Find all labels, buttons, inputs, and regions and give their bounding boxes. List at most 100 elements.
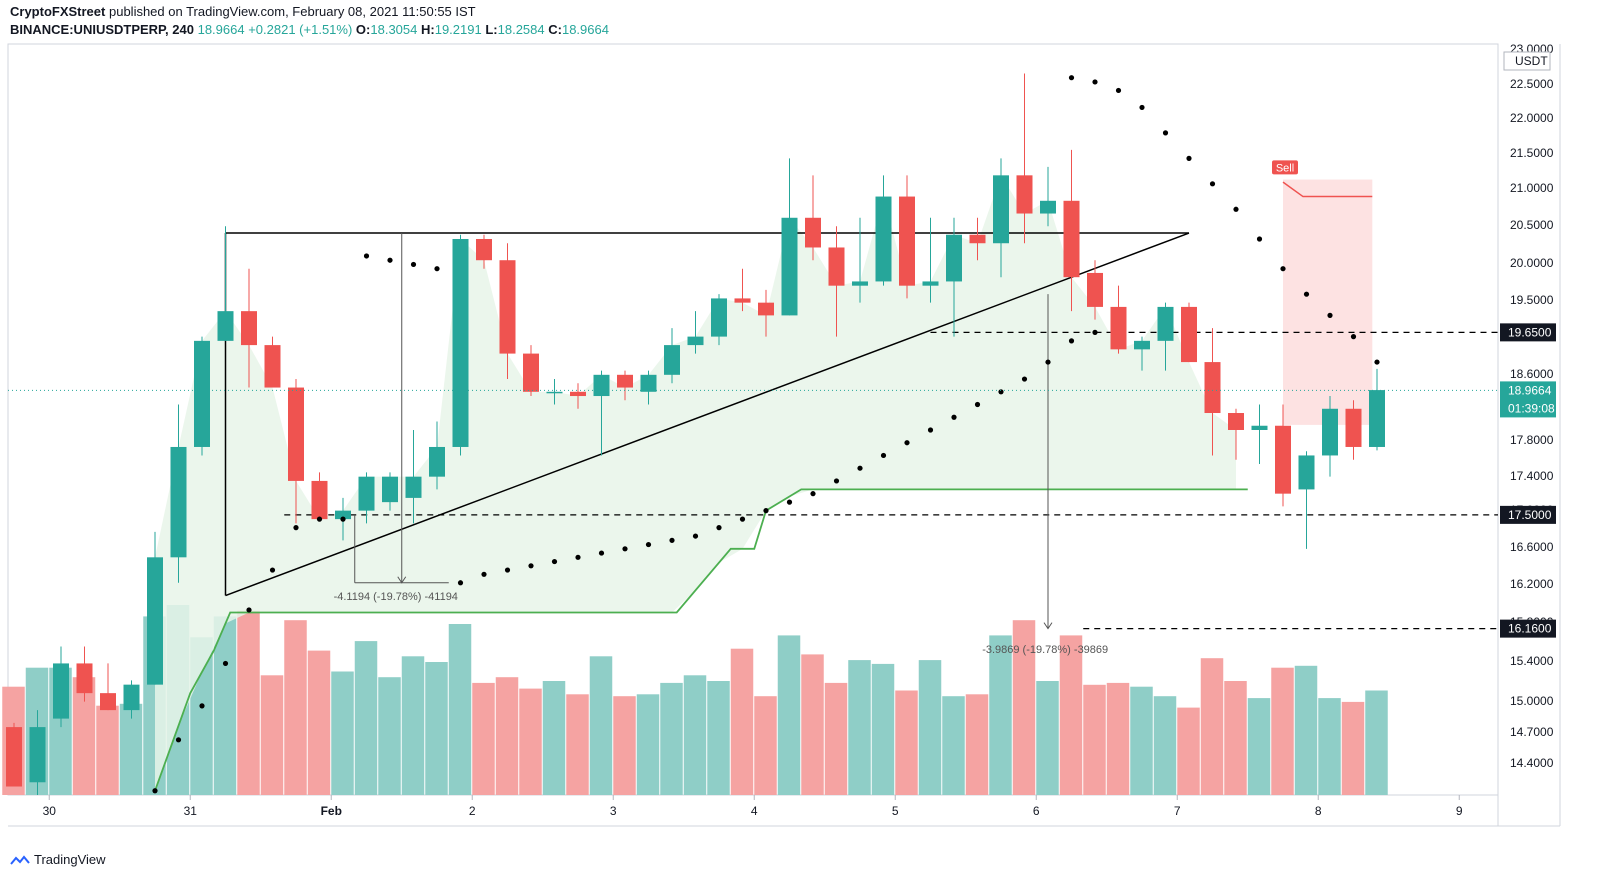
last-price: 18.9664	[197, 22, 245, 37]
publish-text: published on TradingView.com, February 0…	[108, 4, 476, 19]
time-label: 4	[751, 804, 758, 818]
tradingview-brand[interactable]: TradingView	[34, 852, 106, 867]
uptrend-fill	[155, 175, 1236, 791]
price-tick: 18.6000	[1510, 367, 1554, 381]
price-tick: 17.4000	[1510, 469, 1554, 483]
triangle-hypotenuse	[225, 232, 1190, 597]
psar-dot	[598, 550, 605, 556]
volume-bar	[495, 677, 519, 795]
volume-bar	[542, 681, 566, 795]
candles	[6, 73, 1385, 795]
volume-bar	[660, 682, 683, 795]
psar-dot	[1068, 75, 1075, 81]
psar-dot	[1186, 155, 1192, 161]
time-label: 5	[892, 804, 899, 818]
volume-bar	[1294, 665, 1318, 795]
time-label: 3	[610, 804, 617, 818]
volume-bar	[401, 656, 425, 795]
candle-body	[1087, 272, 1103, 307]
bar-countdown-label: 01:39:08	[1508, 401, 1555, 415]
candle-body	[805, 217, 821, 248]
volume-bar	[801, 654, 824, 795]
time-label: Feb	[321, 804, 342, 818]
volume-bar	[871, 663, 895, 795]
volume-bar	[213, 616, 237, 795]
symbol-label[interactable]: BINANCE:UNIUSDTPERP, 240	[10, 22, 194, 37]
psar-dot	[1068, 338, 1075, 344]
volume-bar	[1341, 701, 1365, 795]
volume-bar	[848, 660, 871, 795]
candle-body	[969, 234, 986, 244]
volume-bar	[1153, 696, 1177, 795]
price-tick: 20.0000	[1510, 256, 1554, 270]
volume-bar	[378, 677, 401, 795]
volume-bar	[260, 675, 284, 795]
psar-dot	[222, 660, 229, 667]
volume-bar	[96, 705, 119, 795]
level-price-label: 19.6500	[1508, 325, 1552, 339]
high-label: H:	[421, 22, 435, 37]
psar-dot	[481, 571, 487, 577]
volume-bar	[683, 675, 707, 795]
volume-bar	[824, 682, 848, 795]
volume-bar	[72, 677, 96, 795]
price-tick: 16.2000	[1510, 577, 1554, 591]
psar-dot	[1092, 79, 1098, 85]
time-label: 6	[1033, 804, 1040, 818]
candle-body	[758, 302, 774, 316]
psar-dot	[1115, 87, 1122, 94]
psar-dot	[340, 516, 346, 522]
candle-body	[29, 727, 46, 783]
candle-body	[499, 260, 516, 354]
low-value: 18.2584	[497, 22, 545, 37]
psar-dot	[1092, 329, 1098, 335]
candle-body	[1228, 413, 1244, 430]
psar-dot	[857, 465, 863, 471]
last-price-badge	[1500, 381, 1556, 418]
sell-marker	[1272, 160, 1298, 175]
candle-body	[664, 345, 680, 375]
psar-dot	[810, 491, 816, 497]
psar-dot	[904, 440, 910, 446]
candle-body	[1040, 200, 1056, 214]
tradingview-logo-icon	[10, 854, 30, 865]
price-tick: 22.0000	[1510, 111, 1554, 125]
price-tick: 17.8000	[1510, 433, 1554, 447]
time-label: 7	[1174, 804, 1181, 818]
candle-body	[429, 446, 445, 477]
price-tick: 14.4000	[1510, 756, 1554, 770]
candle-body	[1157, 306, 1174, 341]
candle-body	[852, 281, 868, 286]
volume-bar	[1318, 698, 1341, 795]
candle-body	[570, 391, 586, 397]
candle-body	[1134, 340, 1150, 350]
tradingview-footer: TradingView	[10, 852, 106, 867]
sell-label: Sell	[1276, 162, 1294, 174]
publisher-name[interactable]: CryptoFXStreet	[10, 4, 106, 19]
volume-bar	[613, 696, 636, 795]
close-value: 18.9664	[561, 22, 609, 37]
candle-body	[993, 175, 1009, 244]
volume-bar	[707, 681, 730, 795]
candle-body	[6, 727, 22, 787]
volume-bar	[1200, 658, 1224, 795]
psar-dot	[927, 427, 934, 433]
candle-body	[1322, 408, 1338, 456]
volume-bar	[472, 682, 495, 795]
psar-dot	[246, 607, 252, 613]
candle-body	[1110, 306, 1127, 350]
volume-bar	[1271, 667, 1294, 795]
last-price-label: 18.9664	[1508, 383, 1552, 397]
candle-body	[781, 217, 798, 316]
psar-dot	[1374, 359, 1380, 365]
psar-dot	[786, 499, 793, 505]
psar-dot	[1327, 312, 1333, 318]
psar-dot	[1350, 334, 1357, 340]
psar-dot	[1162, 130, 1169, 136]
psar-dot	[974, 401, 981, 408]
candle-body	[617, 374, 633, 388]
candle-body	[922, 281, 939, 286]
volume-bar	[895, 690, 918, 795]
volume-bar	[519, 688, 542, 795]
